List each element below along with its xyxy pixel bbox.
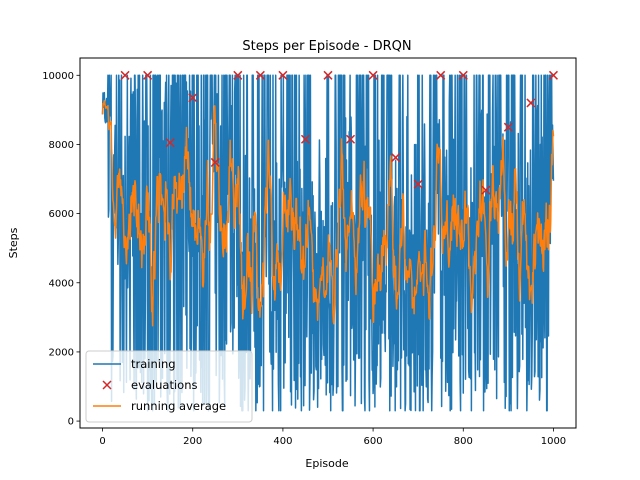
evaluation-markers xyxy=(120,70,558,195)
evaluation-point xyxy=(233,70,243,80)
y-tick-label: 8000 xyxy=(49,140,74,151)
legend-swatch-evaluations xyxy=(102,380,112,390)
evaluation-point xyxy=(188,93,198,103)
evaluation-point xyxy=(210,157,220,167)
evaluation-point xyxy=(481,185,491,195)
evaluation-point xyxy=(368,70,378,80)
evaluation-point xyxy=(503,122,513,132)
series-line-running-average xyxy=(101,99,555,327)
y-tick-label: 4000 xyxy=(49,278,74,289)
y-tick-label: 0 xyxy=(68,417,74,428)
marks xyxy=(101,74,555,412)
evaluation-point xyxy=(391,153,401,163)
x-tick-label: 600 xyxy=(364,436,383,447)
chart-title: Steps per Episode - DRQN xyxy=(242,39,411,54)
evaluation-point xyxy=(413,179,423,189)
y-tick-label: 10000 xyxy=(42,71,74,82)
evaluation-point xyxy=(278,70,288,80)
evaluation-point xyxy=(255,70,265,80)
y-axis-label: Steps xyxy=(7,227,20,258)
x-tick-label: 0 xyxy=(99,436,105,447)
evaluation-point xyxy=(526,98,536,108)
evaluation-point xyxy=(548,70,558,80)
evaluation-point xyxy=(143,70,153,80)
legend-label-evaluations: evaluations xyxy=(131,378,197,392)
evaluation-point xyxy=(300,134,310,144)
plot-frame xyxy=(79,57,577,429)
x-axis: 0 200 400 600 800 1000 xyxy=(99,428,566,447)
evaluation-point xyxy=(436,70,446,80)
evaluation-point xyxy=(346,134,356,144)
y-axis: 0 2000 4000 6000 8000 10000 xyxy=(42,71,80,428)
evaluation-point xyxy=(120,70,130,80)
legend-label-running-average: running average xyxy=(131,399,226,413)
x-tick-label: 1000 xyxy=(541,436,566,447)
series-line-training xyxy=(101,74,555,412)
x-axis-label: Episode xyxy=(305,457,348,470)
x-tick-label: 800 xyxy=(454,436,473,447)
x-tick-label: 400 xyxy=(273,436,292,447)
legend-label-training: training xyxy=(131,357,176,371)
plot-area xyxy=(79,57,577,429)
y-tick-label: 6000 xyxy=(49,209,74,220)
evaluation-point xyxy=(165,138,175,148)
evaluation-point xyxy=(458,70,468,80)
evaluation-point xyxy=(323,70,333,80)
legend: training evaluations running average xyxy=(85,350,253,423)
x-tick-label: 200 xyxy=(183,436,202,447)
legend-box xyxy=(85,350,253,423)
y-tick-label: 2000 xyxy=(49,347,74,358)
